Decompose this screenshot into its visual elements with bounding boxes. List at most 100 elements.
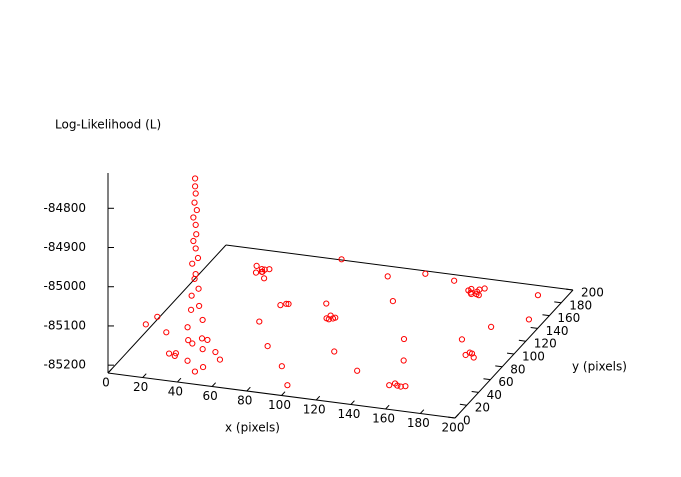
y-tick: [542, 314, 550, 317]
point: [323, 300, 330, 307]
point: [338, 256, 345, 263]
point: [285, 300, 292, 308]
point: [534, 292, 542, 299]
point: [258, 268, 265, 275]
point: [212, 348, 219, 356]
point: [465, 287, 472, 294]
x-axis-label: x (pixels): [225, 421, 280, 435]
y-tick-label: 160: [557, 311, 580, 325]
z-tick-label: -85100: [43, 318, 86, 332]
point: [184, 357, 191, 364]
z-tick-label: -85200: [43, 358, 86, 372]
y-tick: [565, 288, 574, 291]
y-tick-label: 0: [463, 414, 471, 428]
point: [253, 262, 260, 270]
z-axis-label: Log-Likelihood (L): [55, 118, 161, 132]
point: [466, 349, 473, 356]
point: [190, 237, 197, 245]
x-tick: [350, 400, 355, 405]
point: [400, 357, 407, 364]
point: [204, 336, 211, 344]
y-tick: [447, 416, 456, 419]
x-tick: [107, 368, 112, 374]
point: [189, 260, 196, 267]
point: [199, 316, 206, 324]
point: [193, 206, 200, 214]
point: [260, 275, 268, 282]
y-tick: [471, 391, 479, 393]
point: [256, 318, 263, 325]
point: [185, 337, 192, 344]
point: [525, 316, 533, 323]
point: [400, 335, 408, 343]
point: [187, 306, 195, 313]
x-tick-label: 40: [168, 385, 183, 399]
point: [192, 221, 199, 229]
point: [451, 277, 458, 284]
point: [195, 285, 202, 292]
x-tick-label: 200: [442, 421, 465, 435]
y-tick: [483, 378, 491, 381]
point: [252, 269, 260, 276]
y-tick-label: 80: [510, 362, 525, 376]
point: [470, 354, 477, 361]
y-tick: [495, 365, 503, 368]
point: [331, 348, 338, 355]
point: [458, 336, 466, 343]
point: [284, 382, 291, 389]
x-tick: [281, 391, 286, 396]
point: [172, 350, 179, 357]
point: [384, 273, 391, 280]
x-tick: [177, 377, 182, 383]
y-tick-label: 60: [498, 375, 513, 389]
point: [192, 190, 199, 197]
point: [154, 313, 161, 320]
point: [327, 312, 334, 319]
x-tick: [315, 395, 321, 401]
x-tick: [454, 413, 459, 419]
z-tick-label: -84800: [43, 201, 86, 215]
y-tick: [518, 339, 526, 342]
y-tick-label: 140: [546, 324, 569, 338]
point: [481, 285, 488, 292]
z-tick-label: -85000: [43, 279, 86, 293]
point: [283, 300, 290, 307]
x-tick: [385, 404, 390, 410]
point: [266, 266, 273, 273]
x-tick-label: 180: [407, 416, 430, 430]
x-tick: [246, 386, 251, 392]
x-tick: [142, 373, 147, 378]
point: [474, 288, 481, 295]
x-tick-label: 80: [237, 394, 252, 408]
point: [192, 245, 199, 252]
y-tick-label: 20: [475, 401, 490, 415]
x-tick-label: 20: [133, 380, 148, 394]
point: [192, 183, 199, 190]
point: [386, 382, 393, 389]
x-tick-label: 0: [102, 376, 110, 390]
point: [142, 321, 149, 328]
point: [189, 340, 196, 347]
point: [325, 316, 332, 323]
point: [402, 383, 409, 390]
point: [165, 350, 173, 357]
x-tick: [211, 382, 217, 387]
y-tick-label: 100: [522, 350, 545, 364]
x-tick-label: 140: [337, 407, 360, 421]
z-tick-label: -84900: [43, 240, 86, 254]
y-tick: [530, 327, 538, 329]
point: [391, 380, 399, 387]
y-tick: [554, 301, 562, 304]
point: [193, 231, 200, 238]
base-edge: [225, 244, 574, 291]
point: [191, 199, 198, 206]
point: [389, 298, 396, 305]
x-tick-label: 160: [372, 412, 395, 426]
point: [196, 302, 203, 310]
point: [184, 324, 191, 331]
point: [188, 292, 195, 299]
y-tick-label: 40: [487, 388, 502, 402]
point: [277, 302, 284, 309]
y-tick-label: 180: [569, 298, 592, 312]
